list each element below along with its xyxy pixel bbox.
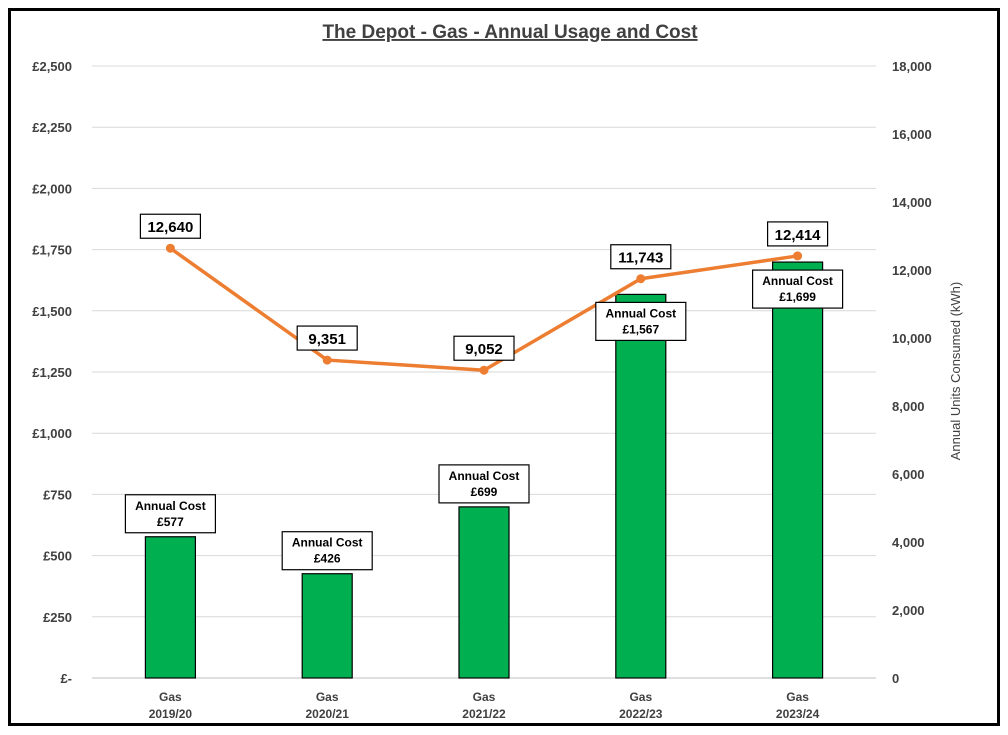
- line-data-label-box: [610, 244, 672, 270]
- left-tick-label: £2,000: [32, 181, 72, 196]
- bar: [301, 573, 353, 679]
- right-tick-label: 6,000: [892, 467, 925, 482]
- line-point: [479, 365, 489, 375]
- line-data-label-box: [296, 325, 358, 351]
- bar-data-label: Annual Cost £426: [292, 536, 363, 566]
- bar-series: [144, 261, 824, 679]
- line-point: [793, 251, 803, 261]
- left-tick-label: £1,500: [32, 304, 72, 319]
- line-data-label: 11,743: [618, 250, 663, 267]
- line-data-label: 12,640: [147, 219, 193, 236]
- right-tick-label: 18,000: [892, 59, 932, 74]
- bar-data-label-box: [751, 269, 844, 309]
- line-point: [165, 243, 175, 253]
- bar-data-label-box: [438, 464, 530, 504]
- line-data-label-box: [139, 213, 201, 239]
- category-label: Gas 2022/23: [619, 690, 663, 721]
- line-data-label: 9,052: [465, 341, 503, 358]
- left-tick-label: £750: [43, 487, 72, 502]
- axes: £- £250 £500 £750 £1,000 £1,250 £1,500 £1,750 £2…: [32, 59, 932, 721]
- bar-data-label: Annual Cost £1,699: [762, 274, 833, 304]
- category-label: Gas 2020/21: [306, 690, 350, 721]
- bar: [771, 261, 824, 679]
- line-data-label: 12,414: [775, 227, 822, 244]
- category-label: Gas 2021/22: [462, 690, 506, 721]
- left-tick-label: £500: [43, 549, 72, 564]
- right-tick-label: 2,000: [892, 603, 925, 618]
- left-tick-label: £2,500: [32, 59, 72, 74]
- category-label: Gas 2019/20: [149, 690, 193, 721]
- gridlines: [92, 65, 876, 679]
- line-point: [636, 274, 646, 284]
- bar-data-label-box: [281, 531, 373, 571]
- bar-data-label-box: [124, 494, 217, 534]
- bar-data-label: Annual Cost £1,567: [605, 306, 676, 336]
- bar: [615, 293, 667, 679]
- right-tick-label: 8,000: [892, 399, 925, 414]
- right-tick-label: 14,000: [892, 195, 932, 210]
- left-tick-label: £-: [60, 671, 72, 686]
- bar-data-label: Annual Cost £577: [135, 499, 206, 529]
- bar: [144, 536, 196, 679]
- right-tick-label: 12,000: [892, 263, 932, 278]
- left-tick-label: £1,250: [32, 365, 72, 380]
- line-data-label: 9,351: [308, 331, 346, 348]
- right-axis-label: Annual Units Consumed (kWh): [948, 282, 963, 460]
- category-label: Gas 2023/24: [776, 690, 820, 721]
- line-data-label-box: [766, 221, 829, 247]
- right-tick-label: 0: [892, 671, 899, 686]
- bar: [458, 506, 510, 679]
- left-tick-label: £250: [43, 610, 72, 625]
- right-tick-label: 10,000: [892, 331, 932, 346]
- line-series: [165, 243, 803, 375]
- left-tick-label: £1,750: [32, 243, 72, 258]
- left-tick-label: £1,000: [32, 426, 72, 441]
- line-point: [322, 355, 332, 365]
- chart-title: The Depot - Gas - Annual Usage and Cost: [322, 22, 698, 43]
- bar-data-label-box: [595, 301, 687, 341]
- right-tick-label: 16,000: [892, 127, 932, 142]
- data-labels: Annual Cost £577 Annual Cost £426 Annual Cos…: [124, 213, 844, 571]
- bar-data-label: Annual Cost £699: [449, 469, 520, 499]
- left-tick-label: £2,250: [32, 120, 72, 135]
- line-data-label-box: [453, 335, 515, 361]
- right-tick-label: 4,000: [892, 535, 925, 550]
